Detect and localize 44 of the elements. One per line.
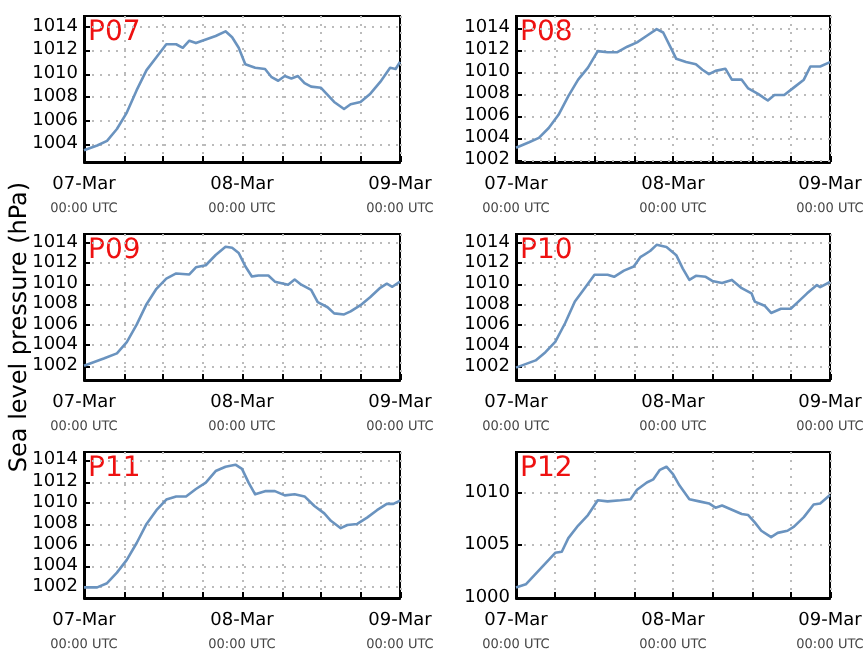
y-tick-label: 1012	[464, 40, 510, 61]
y-tick-label: 1012	[32, 253, 78, 274]
y-tick-label: 1010	[32, 273, 79, 294]
y-tick-label: 1010	[464, 274, 511, 295]
y-tick-label: 1004	[32, 134, 79, 155]
y-tick-label: 1006	[32, 535, 79, 556]
y-tick-label: 1002	[464, 356, 510, 377]
y-tick-label: 1008	[464, 294, 511, 315]
y-tick-label: 1008	[32, 513, 79, 534]
y-tick-label: 1014	[464, 18, 511, 39]
y-tick-label: 1008	[32, 294, 79, 315]
y-tick-label: 1008	[464, 83, 511, 104]
y-tick-label: 1002	[464, 149, 510, 170]
chart-title: P09	[88, 234, 141, 266]
y-tick-label: 1000	[464, 588, 511, 608]
chart-title: P11	[88, 452, 141, 484]
y-tick-label: 1004	[32, 556, 79, 577]
y-tick-label: 1005	[464, 535, 510, 556]
y-tick-label: 1010	[464, 61, 511, 82]
y-tick-label: 1010	[32, 492, 79, 513]
y-tick-label: 1008	[32, 87, 79, 108]
y-tick-label: 1006	[464, 105, 511, 126]
y-tick-label: 1010	[464, 482, 511, 503]
chart-title: P07	[88, 16, 141, 48]
y-tick-label: 1006	[32, 110, 79, 131]
y-tick-label: 1014	[464, 232, 511, 253]
y-axis-title: Sea level pressure (hPa)	[4, 181, 32, 473]
chart-title: P10	[520, 234, 573, 266]
y-tick-label: 1012	[32, 40, 78, 61]
y-tick-label: 1006	[464, 315, 511, 336]
y-tick-label: 1004	[464, 335, 511, 356]
y-tick-label: 1012	[464, 253, 510, 274]
y-tick-label: 1002	[32, 577, 78, 598]
chart-title: P12	[520, 452, 573, 484]
y-tick-label: 1002	[32, 355, 78, 376]
y-tick-label: 1012	[32, 471, 78, 492]
y-tick-label: 1004	[464, 127, 511, 148]
y-tick-label: 1006	[32, 314, 79, 335]
y-tick-label: 1014	[32, 450, 79, 471]
y-tick-label: 1014	[32, 16, 79, 37]
y-tick-label: 1010	[32, 63, 79, 84]
y-tick-label: 1004	[32, 335, 79, 356]
y-tick-label: 1014	[32, 232, 79, 253]
chart-title: P08	[520, 16, 573, 48]
